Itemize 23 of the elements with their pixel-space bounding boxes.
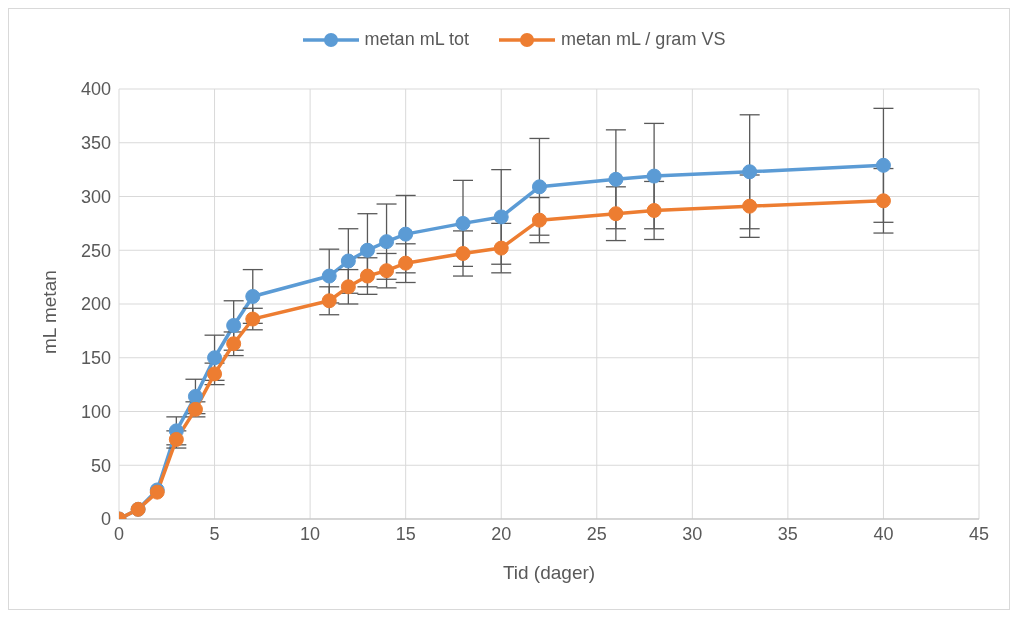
x-tick-label: 0 (113, 523, 125, 544)
x-tick-label: 40 (873, 523, 894, 544)
y-tick-label: 0 (100, 509, 111, 530)
x-tick-label: 15 (395, 523, 416, 544)
y-tick-label: 50 (90, 455, 111, 476)
y-tick-label: 100 (80, 401, 111, 422)
x-axis-title: Tid (dager) (502, 562, 596, 583)
x-tick-label: 20 (491, 523, 512, 544)
y-tick-label: 200 (80, 294, 111, 315)
legend-label: metan mL tot (364, 29, 469, 50)
y-tick-label: 300 (80, 186, 111, 207)
x-tick-label: 25 (586, 523, 607, 544)
y-tick-label: 150 (80, 348, 111, 369)
x-tick-label: 5 (209, 523, 220, 544)
x-tick-label: 30 (682, 523, 703, 544)
y-tick-label: 400 (80, 79, 111, 100)
x-tick-label: 10 (300, 523, 321, 544)
y-tick-label: 350 (80, 133, 111, 154)
y-tick-label: 250 (80, 240, 111, 261)
legend-label: metan mL / gram VS (561, 29, 726, 50)
x-tick-label: 35 (777, 523, 798, 544)
x-tick-label: 45 (968, 523, 990, 544)
y-axis-title: mL metan (38, 270, 60, 354)
